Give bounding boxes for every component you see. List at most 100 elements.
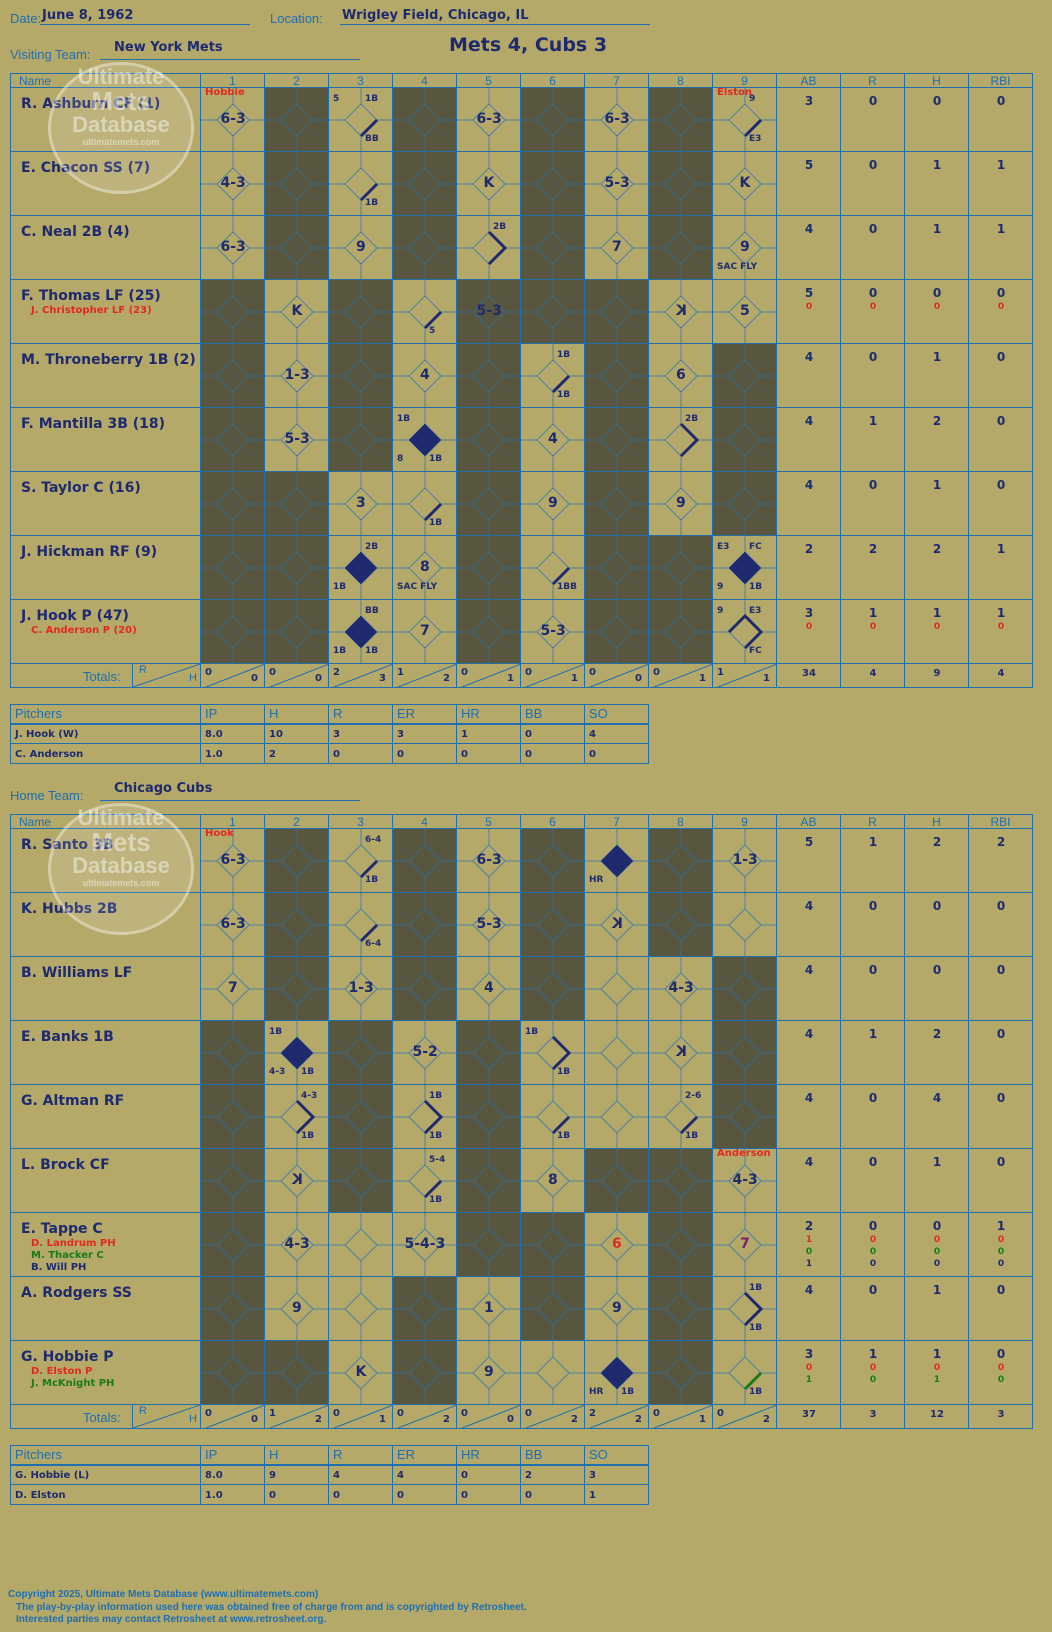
inning-cell bbox=[328, 279, 393, 344]
inning-cell: 1B 4-3 1B bbox=[264, 1020, 329, 1085]
diamond-graphic bbox=[393, 344, 456, 407]
diamond-graphic bbox=[265, 1149, 328, 1212]
totals-label: Totals: bbox=[83, 669, 121, 684]
stat-value-ab: 4 bbox=[804, 1027, 814, 1041]
diamond-graphic bbox=[329, 152, 392, 215]
score-title: Mets 4, Cubs 3 bbox=[449, 34, 608, 56]
watermark-text: Mets bbox=[91, 827, 151, 857]
inning-cell: 9 bbox=[264, 1276, 329, 1341]
diamond-graphic bbox=[457, 216, 520, 279]
total-cell-r: 3 bbox=[840, 1404, 905, 1429]
pitcher-name-cell: C. Anderson bbox=[10, 743, 201, 764]
diamond-graphic bbox=[713, 1149, 776, 1212]
pitching-header-cell: Pitchers bbox=[10, 1445, 201, 1466]
diamond-graphic bbox=[521, 472, 584, 535]
stat-value-h: 1 bbox=[932, 478, 942, 492]
diamond-graphic bbox=[521, 1277, 584, 1340]
stat-value-rbi: 0 bbox=[997, 1247, 1005, 1257]
inning-runs: 1 bbox=[397, 667, 404, 678]
player-name: E. Banks 1B bbox=[21, 1029, 114, 1045]
diamond-graphic bbox=[393, 829, 456, 892]
diamond-graphic bbox=[521, 280, 584, 343]
inning-cell: 9 bbox=[328, 215, 393, 280]
pitcher-name-cell: G. Hobbie (L) bbox=[10, 1464, 201, 1485]
inning-runs: 0 bbox=[717, 1408, 724, 1419]
pitching-stat-cell: 0 bbox=[328, 1484, 393, 1505]
inning-cell: 1B 1B bbox=[712, 1276, 777, 1341]
player-name-cell: C. Neal 2B (4) bbox=[10, 215, 201, 280]
inning-cell bbox=[328, 1276, 393, 1341]
play-result: 5-2 bbox=[412, 1044, 438, 1060]
inning-cell bbox=[328, 1020, 393, 1085]
inning-cell bbox=[456, 407, 521, 472]
pitching-stat-cell: 0 bbox=[456, 743, 521, 764]
stat-value-rbi: 1 bbox=[996, 222, 1006, 236]
play-annotation: 1B bbox=[365, 646, 379, 656]
inning-cell: 5 bbox=[392, 279, 457, 344]
diamond-graphic bbox=[521, 408, 584, 471]
stat-cell-r: 2 bbox=[840, 535, 905, 600]
inning-hits: 2 bbox=[315, 1414, 322, 1425]
diamond-graphic bbox=[713, 152, 776, 215]
inning-cell: 7 bbox=[584, 215, 649, 280]
pitching-header: R bbox=[333, 706, 343, 721]
stat-cell-ab: 3 bbox=[776, 87, 841, 152]
stat-value-h: 2 bbox=[932, 542, 942, 556]
pitching-value: 0 bbox=[333, 749, 340, 760]
pitching-value: 0 bbox=[525, 1490, 532, 1501]
diamond-graphic bbox=[585, 472, 648, 535]
play-annotation: 9 bbox=[749, 94, 756, 104]
stat-value-ab: 4 bbox=[804, 478, 814, 492]
play-result: 7 bbox=[228, 980, 238, 996]
diamond-graphic bbox=[713, 88, 776, 151]
diamond-graphic bbox=[265, 957, 328, 1020]
play-annotation: BB bbox=[365, 606, 379, 616]
inning-cell bbox=[328, 1148, 393, 1213]
player-name: L. Brock CF bbox=[21, 1157, 110, 1173]
stat-value-rbi: 0 bbox=[997, 1259, 1005, 1269]
stat-cell-r: 1 bbox=[840, 828, 905, 893]
totals-label: Totals: bbox=[83, 1410, 121, 1425]
play-annotation: 1B bbox=[301, 1131, 315, 1141]
location-label: Location: bbox=[270, 11, 323, 26]
diamond-graphic bbox=[393, 1085, 456, 1148]
stat-value-rbi: 0 bbox=[996, 963, 1006, 977]
column-header-inning-6: 6 bbox=[520, 73, 585, 88]
diamond-graphic bbox=[201, 408, 264, 471]
diamond-graphic bbox=[521, 1021, 584, 1084]
diamond-graphic bbox=[265, 344, 328, 407]
location-value: Wrigley Field, Chicago, IL bbox=[342, 8, 529, 23]
diamond-graphic bbox=[265, 408, 328, 471]
diamond-graphic bbox=[585, 1213, 648, 1276]
column-header-inning-9: 9 bbox=[712, 73, 777, 88]
inning-hits: 0 bbox=[315, 673, 322, 684]
stat-value-ab: 2 bbox=[804, 1219, 814, 1233]
inning-cell: 9 E3 Elston bbox=[712, 87, 777, 152]
diamond-graphic bbox=[201, 152, 264, 215]
inning-cell bbox=[648, 535, 713, 600]
inning-cell bbox=[648, 599, 713, 664]
watermark-logo: Ultimate Mets Database ultimatemets.com bbox=[48, 803, 194, 935]
stat-cell-ab: 4 bbox=[776, 1020, 841, 1085]
inning-cell bbox=[712, 343, 777, 408]
play-annotation: 1B bbox=[429, 1195, 443, 1205]
diamond-graphic bbox=[201, 893, 264, 956]
stat-value-r: 0 bbox=[868, 1283, 878, 1297]
pitching-stat-cell: 4 bbox=[328, 1464, 393, 1485]
pitching-stat-cell: 0 bbox=[328, 743, 393, 764]
inning-hits: 1 bbox=[763, 673, 770, 684]
diamond-graphic bbox=[585, 536, 648, 599]
inning-cell bbox=[584, 407, 649, 472]
stat-cell-h: 1 bbox=[904, 151, 969, 216]
visitors-scorecard: Name 1 2 3 4 5 6 7 8 9 AB R H RBI R. Ashburn CF (1) 6-3… bbox=[10, 73, 1033, 691]
inning-cell: 5-4 1B bbox=[392, 1148, 457, 1213]
inning-cell bbox=[584, 343, 649, 408]
stat-value-ab: 3 bbox=[804, 1347, 814, 1361]
stat-value-h: 0 bbox=[933, 1247, 941, 1257]
diamond-graphic bbox=[649, 280, 712, 343]
inning-cell: K bbox=[328, 1340, 393, 1405]
inning-cell bbox=[264, 828, 329, 893]
inning-hits: 1 bbox=[699, 673, 706, 684]
